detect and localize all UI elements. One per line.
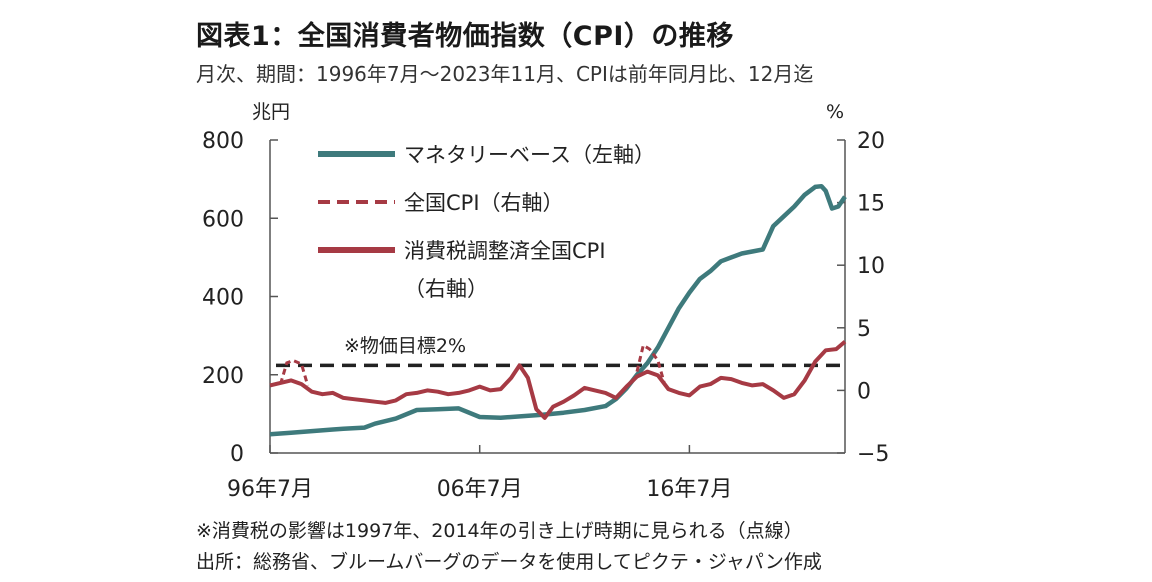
- legend-label-base: マネタリーベース（左軸）: [404, 143, 655, 167]
- legend-label-adjusted-cpi: 消費税調整済全国CPI （右軸）: [404, 239, 612, 301]
- cpi-line: [279, 358, 310, 386]
- cpi-line: [635, 342, 666, 384]
- target-annotation: ※物価目標2%: [344, 335, 466, 357]
- right-tick-label: 20: [857, 129, 885, 154]
- right-tick-label: 0: [857, 379, 871, 404]
- x-tick-label: 96年7月: [227, 477, 313, 502]
- chart-labels: 兆円 % ※物価目標2%: [252, 101, 844, 357]
- legend-label-cpi: 全国CPI（右軸）: [404, 191, 564, 215]
- right-tick-label: 5: [857, 317, 871, 342]
- legend: マネタリーベース（左軸） 全国CPI（右軸） 消費税調整済全国CPI （右軸）: [318, 143, 655, 301]
- chart-axes: 0 200 400 600 800 −5 0 5 10 15 20 96年7月 06年7月 16年7月: [202, 129, 889, 502]
- right-axis-unit: %: [826, 101, 844, 123]
- left-tick-label: 800: [202, 129, 244, 154]
- chart-title: 図表1：全国消費者物価指数（CPI）の推移: [196, 21, 734, 52]
- left-axis-unit: 兆円: [252, 101, 290, 123]
- left-tick-label: 200: [202, 364, 244, 389]
- x-tick-label: 16年7月: [646, 477, 732, 502]
- right-tick-label: 10: [857, 254, 885, 279]
- legend-label-adjusted-cpi-line2: （右軸）: [404, 277, 488, 301]
- left-tick-label: 600: [202, 207, 244, 232]
- left-tick-label: 400: [202, 286, 244, 311]
- footnote-tax: ※消費税の影響は1997年、2014年の引き上げ時期に見られる（点線）: [196, 520, 803, 542]
- adjusted-cpi-line: [269, 340, 847, 420]
- right-tick-label: 15: [857, 192, 885, 217]
- chart-subtitle: 月次、期間：1996年7月～2023年11月、CPIは前年同月比、12月迄: [196, 62, 814, 86]
- footnote-source: 出所：総務省、ブルームバーグのデータを使用してピクテ・ジャパン作成: [196, 551, 822, 573]
- legend-label-adjusted-cpi-line1: 消費税調整済全国CPI: [404, 239, 606, 263]
- x-tick-label: 06年7月: [437, 477, 523, 502]
- monetary-base-line: [269, 183, 847, 437]
- left-tick-label: 0: [230, 442, 244, 467]
- chart-marks: [269, 183, 847, 437]
- right-tick-label: −5: [857, 442, 889, 467]
